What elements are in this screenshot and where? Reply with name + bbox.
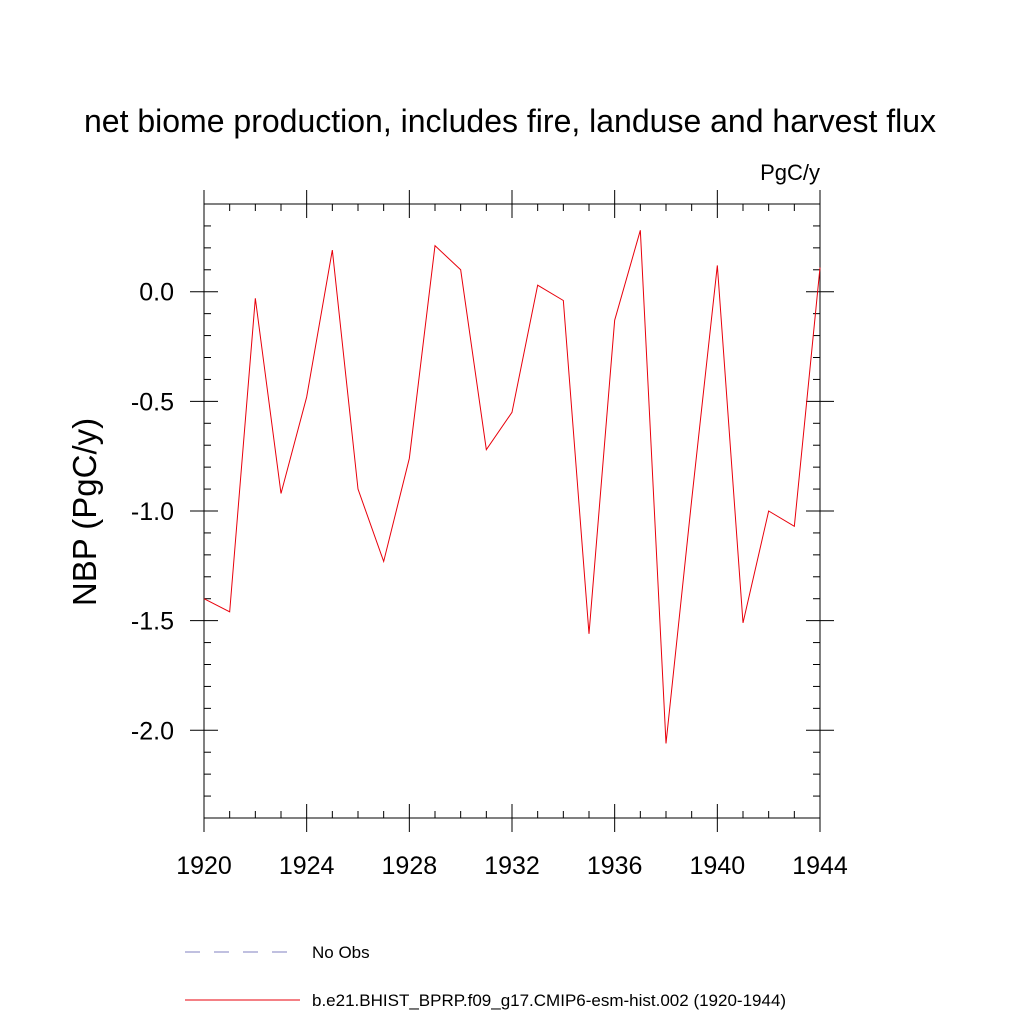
legend-no-obs-label: No Obs [312, 943, 370, 962]
x-tick-label: 1928 [382, 852, 438, 880]
y-axis-label: NBP (PgC/y) [66, 418, 103, 606]
y-tick-label: -2.0 [131, 717, 174, 745]
y-tick-label: -1.0 [131, 498, 174, 526]
x-tick-label: 1936 [587, 852, 643, 880]
units-label: PgC/y [760, 160, 820, 185]
series-line [203, 230, 821, 744]
y-tick-label: 0.0 [139, 279, 174, 307]
plot-frame [203, 203, 821, 819]
series-layer [203, 230, 821, 744]
chart-title: net biome production, includes fire, lan… [84, 103, 936, 139]
legend-series-label: b.e21.BHIST_BPRP.f09_g17.CMIP6-esm-hist.… [312, 991, 786, 1010]
y-tick-label: -1.5 [131, 608, 174, 636]
x-tick-label: 1944 [792, 852, 848, 880]
x-tick-label: 1924 [279, 852, 335, 880]
x-tick-labels: 1920 1924 1928 1932 1936 1940 1944 [176, 852, 848, 880]
axis-ticks [190, 190, 834, 832]
y-tick-labels: -2.0 -1.5 -1.0 -0.5 0.0 [131, 279, 174, 746]
x-tick-label: 1940 [690, 852, 746, 880]
x-tick-label: 1932 [484, 852, 540, 880]
x-tick-label: 1920 [176, 852, 232, 880]
legend: No Obs b.e21.BHIST_BPRP.f09_g17.CMIP6-es… [185, 943, 786, 1010]
y-tick-label: -0.5 [131, 388, 174, 416]
